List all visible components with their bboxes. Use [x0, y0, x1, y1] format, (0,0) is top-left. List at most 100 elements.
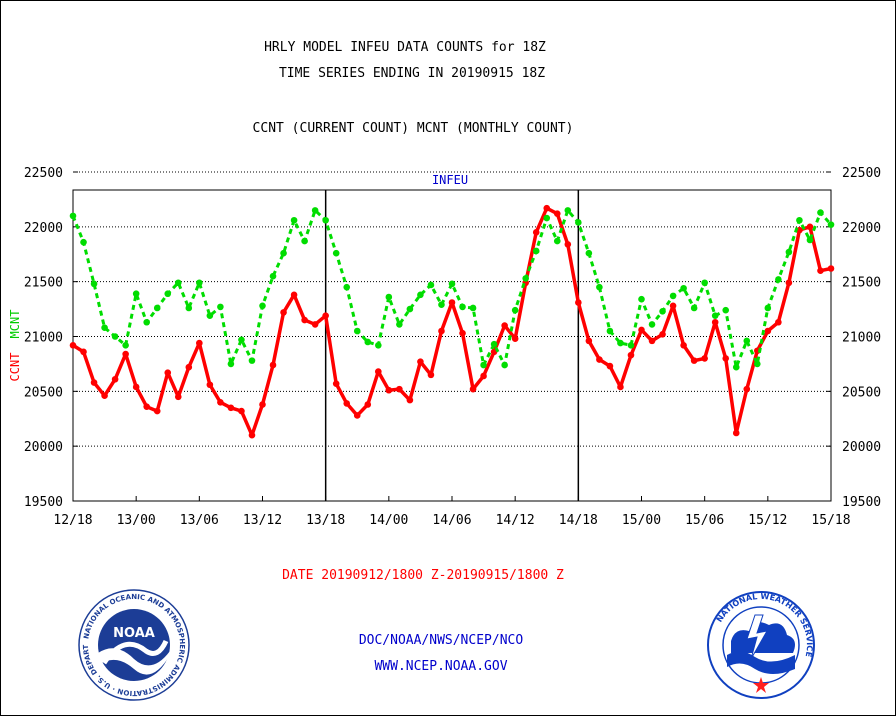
- data-point-mcnt: [417, 291, 424, 299]
- data-point-ccnt: [396, 385, 403, 393]
- data-point-ccnt: [153, 407, 161, 415]
- data-point-ccnt: [259, 401, 266, 408]
- y-tick-label-right: 19500: [842, 495, 881, 510]
- footer-org-path: DOC/NOAA/NWS/NCEP/NCO: [359, 633, 524, 648]
- data-point-mcnt: [280, 249, 287, 257]
- data-point-ccnt: [596, 356, 603, 363]
- data-point-ccnt: [101, 392, 108, 400]
- data-point-ccnt: [732, 429, 740, 437]
- x-tick-label: 15/18: [811, 513, 850, 528]
- data-point-ccnt: [174, 393, 182, 401]
- data-point-mcnt: [648, 321, 656, 328]
- data-point-mcnt: [111, 333, 119, 340]
- data-point-mcnt: [238, 336, 245, 344]
- data-point-mcnt: [764, 304, 772, 312]
- data-point-ccnt: [417, 358, 424, 366]
- y-tick-labels-left: 19500 20000 20500 21000 21500 22000 22500: [24, 166, 78, 510]
- y-tick-label-left: 21000: [24, 331, 63, 346]
- data-point-ccnt: [638, 326, 645, 334]
- data-point-mcnt: [375, 341, 382, 349]
- y-tick-label-left: 20000: [24, 440, 63, 455]
- data-point-mcnt: [522, 275, 529, 282]
- data-point-ccnt: [469, 385, 477, 393]
- data-point-mcnt: [680, 284, 687, 292]
- y-tick-label-right: 20000: [842, 440, 881, 455]
- data-point-mcnt: [732, 363, 740, 371]
- data-point-ccnt: [680, 341, 687, 349]
- data-point-mcnt: [817, 209, 824, 216]
- data-point-mcnt: [90, 280, 98, 288]
- data-point-mcnt: [469, 304, 477, 312]
- data-point-mcnt: [690, 304, 698, 312]
- data-point-ccnt: [511, 335, 519, 342]
- data-point-ccnt: [343, 400, 351, 407]
- y-tick-label-right: 20500: [842, 385, 881, 400]
- x-tick-label: 14/12: [496, 513, 535, 528]
- data-point-ccnt: [322, 312, 329, 319]
- data-point-ccnt: [332, 380, 340, 387]
- data-point-mcnt: [196, 279, 203, 287]
- data-point-mcnt: [385, 293, 393, 301]
- data-point-ccnt: [722, 355, 730, 362]
- data-point-mcnt: [511, 306, 519, 314]
- date-range-label: DATE 20190912/1800 Z-20190915/1800 Z: [282, 568, 564, 583]
- data-point-mcnt: [332, 249, 340, 257]
- data-point-mcnt: [343, 283, 351, 291]
- data-point-ccnt: [353, 412, 361, 419]
- x-tick-label: 14/18: [559, 513, 598, 528]
- data-point-mcnt: [164, 290, 172, 298]
- data-point-mcnt: [659, 307, 666, 315]
- data-point-ccnt: [280, 309, 287, 316]
- day-separators: [324, 190, 580, 501]
- data-point-ccnt: [501, 322, 508, 329]
- data-point-ccnt: [627, 351, 635, 359]
- data-point-ccnt: [90, 379, 98, 386]
- data-point-ccnt: [448, 299, 456, 306]
- data-point-ccnt: [375, 368, 382, 375]
- data-point-mcnt: [564, 207, 572, 214]
- y-tick-label-right: 22500: [842, 166, 881, 181]
- data-point-ccnt: [438, 327, 445, 335]
- data-point-mcnt: [217, 303, 224, 311]
- data-point-ccnt: [227, 404, 235, 412]
- data-point-ccnt: [827, 265, 835, 272]
- data-point-ccnt: [196, 339, 203, 347]
- nws-logo: NATIONAL WEATHER SERVICE: [707, 591, 815, 699]
- series-lines: [69, 204, 835, 439]
- title-line-2: TIME SERIES ENDING IN 20190915 18Z: [279, 66, 545, 81]
- y-tick-label-right: 22000: [842, 221, 881, 236]
- x-tick-label: 14/00: [369, 513, 408, 528]
- x-tick-label: 13/00: [117, 513, 156, 528]
- data-point-mcnt: [174, 279, 182, 287]
- data-point-mcnt: [480, 361, 487, 369]
- y-tick-label-left: 22000: [24, 221, 63, 236]
- data-point-mcnt: [722, 306, 730, 314]
- data-point-mcnt: [553, 237, 561, 245]
- data-point-ccnt: [480, 372, 487, 380]
- data-point-mcnt: [227, 360, 235, 368]
- data-point-mcnt: [669, 292, 677, 300]
- data-point-mcnt: [701, 279, 708, 287]
- y-tick-label-left: 21500: [24, 276, 63, 291]
- footer-website: WWW.NCEP.NOAA.GOV: [374, 659, 507, 674]
- data-point-ccnt: [617, 383, 624, 391]
- data-point-mcnt: [606, 327, 614, 335]
- data-point-ccnt: [711, 318, 719, 326]
- y-tick-label-right: 21000: [842, 331, 881, 346]
- y-tick-labels-right: 19500 20000 20500 21000 21500 22000 22500: [826, 166, 881, 510]
- data-point-mcnt: [406, 305, 414, 313]
- data-point-mcnt: [532, 247, 540, 255]
- data-point-ccnt: [585, 337, 593, 345]
- data-point-mcnt: [585, 249, 593, 257]
- data-point-ccnt: [269, 361, 277, 369]
- data-point-ccnt: [659, 331, 666, 338]
- data-point-ccnt: [690, 357, 698, 364]
- data-point-mcnt: [490, 340, 498, 348]
- data-point-mcnt: [785, 248, 793, 256]
- data-point-mcnt: [132, 290, 140, 298]
- x-tick-label: 13/06: [180, 513, 219, 528]
- data-point-mcnt: [754, 360, 761, 368]
- x-tick-label: 15/12: [748, 513, 787, 528]
- data-point-ccnt: [743, 385, 751, 393]
